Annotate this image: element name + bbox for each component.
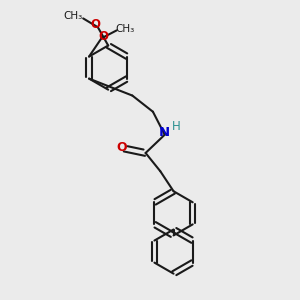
Text: N: N (159, 127, 170, 140)
Text: CH₃: CH₃ (63, 11, 82, 21)
Text: O: O (91, 18, 101, 31)
Text: O: O (116, 141, 127, 154)
Text: H: H (172, 120, 180, 133)
Text: CH₃: CH₃ (116, 24, 135, 34)
Text: O: O (98, 30, 108, 43)
